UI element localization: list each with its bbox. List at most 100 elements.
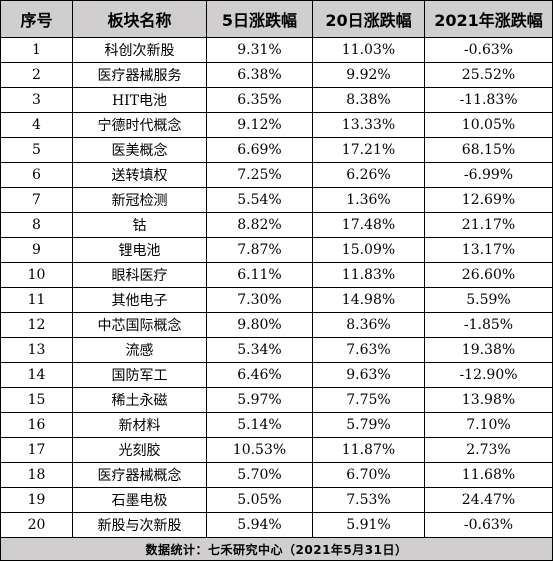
header-row: 序号 板块名称 5日涨跌幅 20日涨跌幅 2021年涨跌幅 xyxy=(0,0,553,38)
table-row: 19 石墨电极 5.05% 7.53% 24.47% xyxy=(0,487,553,513)
cell-20day-change: 13.33% xyxy=(312,112,425,138)
cell-20day-change: 8.38% xyxy=(312,87,425,113)
header-2021-change: 2021年涨跌幅 xyxy=(424,0,553,38)
cell-rank: 18 xyxy=(0,462,73,488)
cell-5day-change: 5.14% xyxy=(206,412,313,438)
table-row: 16 新材料 5.14% 5.79% 7.10% xyxy=(0,412,553,438)
cell-20day-change: 14.98% xyxy=(312,287,425,313)
cell-5day-change: 5.97% xyxy=(206,387,313,413)
table-row: 5 医美概念 6.69% 17.21% 68.15% xyxy=(0,137,553,163)
cell-sector-name: 钴 xyxy=(72,212,207,238)
cell-sector-name: 国防军工 xyxy=(72,362,207,388)
table-row: 4 宁德时代概念 9.12% 13.33% 10.05% xyxy=(0,112,553,138)
cell-5day-change: 6.46% xyxy=(206,362,313,388)
cell-rank: 1 xyxy=(0,37,73,63)
cell-sector-name: 石墨电极 xyxy=(72,487,207,513)
cell-2021-change: -1.85% xyxy=(424,312,553,338)
cell-rank: 14 xyxy=(0,362,73,388)
header-5day-change: 5日涨跌幅 xyxy=(206,0,313,38)
cell-rank: 6 xyxy=(0,162,73,188)
header-rank: 序号 xyxy=(0,0,73,38)
cell-sector-name: 中芯国际概念 xyxy=(72,312,207,338)
cell-5day-change: 6.38% xyxy=(206,62,313,88)
table-row: 13 流感 5.34% 7.63% 19.38% xyxy=(0,337,553,363)
table-row: 11 其他电子 7.30% 14.98% 5.59% xyxy=(0,287,553,313)
table-row: 8 钴 8.82% 17.48% 21.17% xyxy=(0,212,553,238)
cell-20day-change: 7.53% xyxy=(312,487,425,513)
cell-20day-change: 9.92% xyxy=(312,62,425,88)
table-row: 6 送转填权 7.25% 6.26% -6.99% xyxy=(0,162,553,188)
cell-2021-change: 12.69% xyxy=(424,187,553,213)
cell-rank: 5 xyxy=(0,137,73,163)
cell-20day-change: 17.21% xyxy=(312,137,425,163)
cell-sector-name: 新冠检测 xyxy=(72,187,207,213)
cell-rank: 3 xyxy=(0,87,73,113)
cell-sector-name: 科创次新股 xyxy=(72,37,207,63)
cell-5day-change: 5.70% xyxy=(206,462,313,488)
cell-rank: 7 xyxy=(0,187,73,213)
cell-sector-name: 稀土永磁 xyxy=(72,387,207,413)
cell-20day-change: 9.63% xyxy=(312,362,425,388)
cell-20day-change: 1.36% xyxy=(312,187,425,213)
table-row: 1 科创次新股 9.31% 11.03% -0.63% xyxy=(0,37,553,63)
cell-2021-change: -12.90% xyxy=(424,362,553,388)
header-sector-name: 板块名称 xyxy=(72,0,207,38)
cell-5day-change: 6.11% xyxy=(206,262,313,288)
table-row: 14 国防军工 6.46% 9.63% -12.90% xyxy=(0,362,553,388)
cell-sector-name: 医疗器械服务 xyxy=(72,62,207,88)
cell-20day-change: 8.36% xyxy=(312,312,425,338)
cell-20day-change: 15.09% xyxy=(312,237,425,263)
cell-20day-change: 17.48% xyxy=(312,212,425,238)
cell-2021-change: 2.73% xyxy=(424,437,553,463)
cell-5day-change: 10.53% xyxy=(206,437,313,463)
table-row: 9 锂电池 7.87% 15.09% 13.17% xyxy=(0,237,553,263)
cell-sector-name: 新材料 xyxy=(72,412,207,438)
cell-5day-change: 5.34% xyxy=(206,337,313,363)
cell-sector-name: 流感 xyxy=(72,337,207,363)
cell-rank: 10 xyxy=(0,262,73,288)
cell-sector-name: HIT电池 xyxy=(72,87,207,113)
cell-2021-change: 5.59% xyxy=(424,287,553,313)
cell-2021-change: 21.17% xyxy=(424,212,553,238)
table-row: 12 中芯国际概念 9.80% 8.36% -1.85% xyxy=(0,312,553,338)
cell-5day-change: 7.30% xyxy=(206,287,313,313)
header-20day-change: 20日涨跌幅 xyxy=(312,0,425,38)
cell-2021-change: 19.38% xyxy=(424,337,553,363)
cell-sector-name: 锂电池 xyxy=(72,237,207,263)
table-row: 18 医疗器械概念 5.70% 6.70% 11.68% xyxy=(0,462,553,488)
cell-20day-change: 11.83% xyxy=(312,262,425,288)
table-row: 17 光刻胶 10.53% 11.87% 2.73% xyxy=(0,437,553,463)
cell-2021-change: 13.98% xyxy=(424,387,553,413)
cell-20day-change: 7.75% xyxy=(312,387,425,413)
cell-5day-change: 5.54% xyxy=(206,187,313,213)
table-row: 15 稀土永磁 5.97% 7.75% 13.98% xyxy=(0,387,553,413)
cell-rank: 4 xyxy=(0,112,73,138)
cell-20day-change: 6.26% xyxy=(312,162,425,188)
cell-sector-name: 眼科医疗 xyxy=(72,262,207,288)
table-row: 2 医疗器械服务 6.38% 9.92% 25.52% xyxy=(0,62,553,88)
cell-2021-change: -11.83% xyxy=(424,87,553,113)
cell-rank: 15 xyxy=(0,387,73,413)
cell-2021-change: 68.15% xyxy=(424,137,553,163)
cell-5day-change: 9.80% xyxy=(206,312,313,338)
cell-5day-change: 7.25% xyxy=(206,162,313,188)
cell-5day-change: 8.82% xyxy=(206,212,313,238)
cell-5day-change: 9.12% xyxy=(206,112,313,138)
cell-rank: 11 xyxy=(0,287,73,313)
cell-rank: 13 xyxy=(0,337,73,363)
cell-5day-change: 5.94% xyxy=(206,512,313,538)
cell-rank: 17 xyxy=(0,437,73,463)
cell-20day-change: 11.03% xyxy=(312,37,425,63)
cell-2021-change: -0.63% xyxy=(424,37,553,63)
cell-sector-name: 医疗器械概念 xyxy=(72,462,207,488)
cell-rank: 16 xyxy=(0,412,73,438)
cell-sector-name: 新股与次新股 xyxy=(72,512,207,538)
cell-rank: 20 xyxy=(0,512,73,538)
cell-rank: 19 xyxy=(0,487,73,513)
cell-rank: 12 xyxy=(0,312,73,338)
cell-2021-change: 26.60% xyxy=(424,262,553,288)
cell-2021-change: -0.63% xyxy=(424,512,553,538)
cell-2021-change: 7.10% xyxy=(424,412,553,438)
